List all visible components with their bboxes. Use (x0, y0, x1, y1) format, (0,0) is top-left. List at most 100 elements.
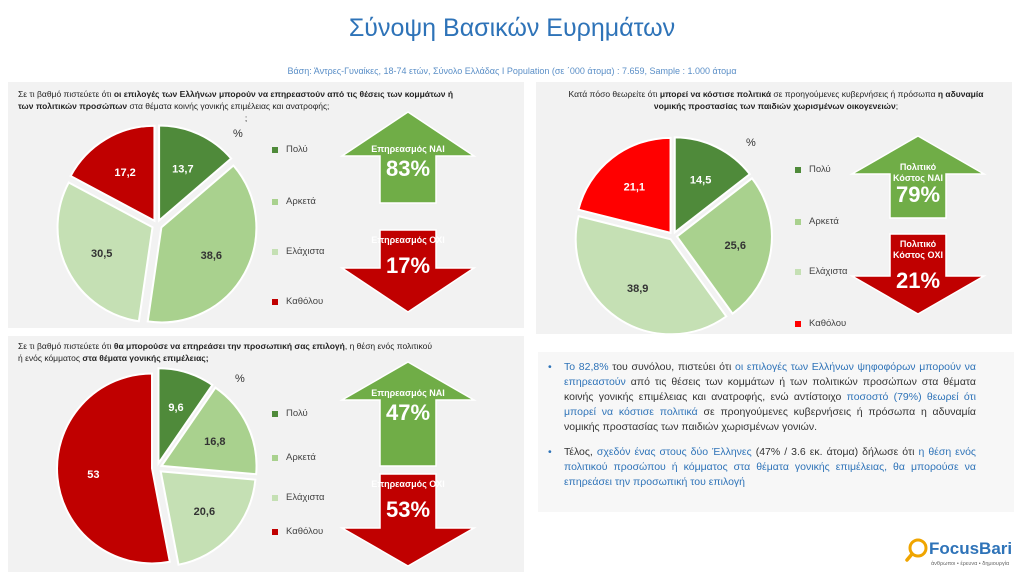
pie-slice-Αρκετά (146, 164, 258, 324)
legend-swatch (272, 528, 278, 535)
pie-slice-Ελάχιστα (574, 214, 728, 336)
legend-swatch (272, 248, 278, 255)
pie-slice-Αρκετά (675, 176, 773, 316)
legend-swatch (272, 454, 278, 461)
legend-swatch (272, 146, 278, 153)
arrow-up-icon (339, 111, 477, 204)
arrow-label: Επηρεασμός ΝΑΙ (371, 388, 445, 398)
bullet-1: Το 82,8% του συνόλου, πιστεύει ότι οι επ… (548, 360, 976, 435)
bullet-text: σχεδόν ένας στους δύο Έλληνες (596, 446, 752, 458)
legend-label: Πολύ (809, 164, 831, 175)
pie-label: 53 (87, 469, 99, 481)
page-subtitle: Βάση: Άντρες-Γυναίκες, 18-74 ετών, Σύνολ… (287, 66, 737, 76)
arrow-up-value: 79% (896, 182, 940, 207)
question-tail: ; (244, 113, 248, 123)
bullet-text: ποσοστό (79%) θεωρεί ότι μπορεί να κόστι… (564, 391, 976, 418)
pie-label: 14,5 (690, 175, 711, 187)
arrow-down-icon (849, 233, 987, 315)
legend-item: Καθόλου (795, 318, 846, 329)
bullet-text: οι επιλογές των Ελλήνων ψηφοφόρων μπορού… (564, 361, 977, 388)
question-bold: θα μπορούσε να επηρεάσει την προσωπική σ… (113, 341, 345, 351)
percent-sign: % (235, 373, 245, 385)
pie-label: 21,1 (624, 181, 645, 193)
legend-swatch (795, 218, 801, 225)
bullet-text: σε προηγούμενες κυβερνήσεις ή πρόσωπα η … (564, 406, 976, 433)
question-text: Κατά πόσο θεωρείτε ότι (568, 89, 660, 99)
legend-label: Καθόλου (809, 318, 847, 329)
legend-item: Καθόλου (272, 526, 323, 537)
question-bold: οι επιλογές των Ελλήνων μπορούν να επηρε… (18, 89, 454, 111)
arrow-label: Πολιτικό Κόστος ΝΑΙ (893, 162, 943, 183)
pie-label: 20,6 (194, 506, 215, 518)
arrow-up-value: 47% (386, 400, 430, 425)
legend-label: Αρκετά (286, 452, 316, 463)
legend-label: Πολύ (286, 144, 308, 155)
legend-swatch (272, 198, 278, 205)
arrow-down-value: 53% (386, 497, 430, 522)
legend-label: Ελάχιστα (809, 266, 848, 277)
legend-item: Αρκετά (272, 196, 316, 207)
panel1-question: Σε τι βαθμό πιστεύετε ότι οι επιλογές τω… (18, 88, 468, 124)
legend-item: Πολύ (272, 144, 308, 155)
panel3-question: Σε τι βαθμό πιστεύετε ότι θα μπορούσε να… (18, 340, 438, 364)
question-bold: στα θέματα γονικής επιμέλειας; (82, 353, 209, 363)
legend-swatch (795, 268, 801, 275)
pie-label: 9,6 (168, 402, 183, 414)
legend-label: Αρκετά (809, 216, 839, 227)
arrow-down-icon (339, 229, 477, 313)
legend-label: Καθόλου (286, 526, 324, 537)
pie-slice-Ελάχιστα (159, 470, 257, 566)
page-title: Σύνοψη Βασικών Ευρημάτων (348, 14, 676, 42)
legend-item: Ελάχιστα (272, 492, 325, 503)
question-bold: η αδυναμία νομικής προστασίας των παιδιώ… (653, 89, 984, 111)
arrow-label: Πολιτικό Κόστος ΟΧΙ (893, 239, 943, 260)
legend-label: Ελάχιστα (286, 492, 325, 503)
legend-swatch (272, 298, 278, 305)
legend-swatch (795, 320, 801, 327)
pie-label: 38,9 (627, 283, 648, 295)
legend-item: Καθόλου (272, 296, 323, 307)
question-text: Σε τι βαθμό πιστεύετε ότι (18, 341, 114, 351)
bullet-text: , ενώ αντίστοιχο (762, 391, 847, 403)
pie-label: 16,8 (204, 436, 225, 448)
pie-slice-Πολύ (673, 136, 752, 235)
bullet-text: (47% / 3.6 εκ. άτομα) δήλωσε ότι (751, 446, 919, 458)
pie-slice-Αρκετά (159, 386, 258, 476)
legend-item: Αρκετά (272, 452, 316, 463)
legend-label: Αρκετά (286, 196, 316, 207)
legend-item: Πολύ (795, 164, 831, 175)
question-text: , η θέση ενός πολιτικού ή ενός κόμματος (18, 341, 432, 363)
percent-sign: % (746, 137, 756, 149)
bullet-text: Το 82,8% (564, 361, 609, 373)
bullet-text: του συνόλου, πιστεύει ότι (608, 361, 735, 373)
pie-slice-Πολύ (157, 367, 214, 467)
percent-sign: % (233, 128, 243, 140)
bullet-text: Τέλος, (564, 446, 597, 458)
bullet-2: Τέλος, σχεδόν ένας στους δύο Έλληνες (47… (548, 445, 976, 490)
pie-slice-Ελάχιστα (56, 181, 154, 323)
question-text: σε προηγούμενες κυβερνήσεις ή πρόσωπα (771, 89, 938, 99)
question-text: ; (895, 101, 899, 111)
magnifier-icon (905, 538, 928, 562)
arrow-down-icon (339, 473, 477, 567)
legend-label: Καθόλου (286, 296, 324, 307)
legend-item: Αρκετά (795, 216, 839, 227)
legend-swatch (795, 166, 801, 173)
legend-swatch (272, 410, 278, 417)
bullet-text: από τις θέσεις των κομμάτων ή των πολιτι… (564, 376, 976, 403)
bullet-text: η θέση ενός πολιτικού προσώπου ή κόμματο… (564, 446, 976, 488)
pie-slice-Καθόλου (577, 136, 672, 235)
pie-label: 38,6 (201, 250, 222, 262)
focusbari-logo: FocusBari άνθρωποι • έρευνα • δημιουργία (905, 536, 1020, 576)
arrow-down-value: 17% (386, 253, 430, 278)
question-text: στα θέματα κοινής γονικής επιμέλειας και… (127, 101, 330, 111)
legend-item: Ελάχιστα (272, 246, 325, 257)
arrow-down-value: 21% (896, 268, 940, 293)
